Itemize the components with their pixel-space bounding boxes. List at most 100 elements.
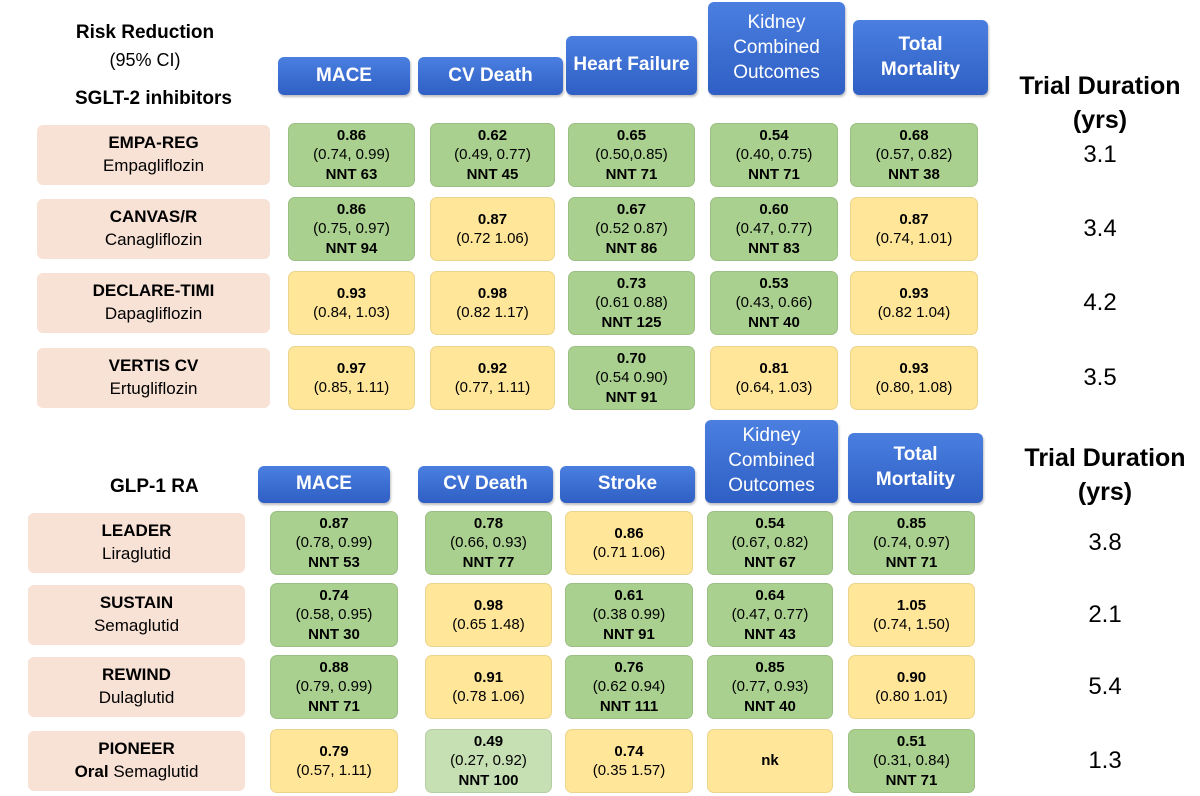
confidence-interval: (0.74, 1.50) — [873, 616, 950, 633]
column-header: MACE — [278, 57, 410, 95]
hazard-ratio: 0.88 — [319, 658, 349, 676]
confidence-interval: (0.31, 0.84) — [873, 752, 950, 770]
trial-duration: 3.8 — [1088, 529, 1122, 556]
confidence-interval: (0.74, 0.97) — [873, 534, 950, 552]
confidence-interval: (0.47, 0.77) — [731, 606, 809, 624]
hazard-ratio: 0.64 — [755, 586, 785, 604]
hazard-ratio: nk — [761, 752, 779, 770]
trial-duration: 4.2 — [1083, 289, 1117, 316]
result-cell: 0.65 (0.50,0.85) NNT 71 — [568, 123, 695, 187]
result-cell: 0.90 (0.80 1.01) — [848, 655, 975, 719]
hazard-ratio: 0.61 — [614, 586, 644, 604]
hazard-ratio: 0.87 — [477, 210, 508, 228]
hazard-ratio: 0.54 — [755, 514, 785, 532]
hazard-ratio: 0.74 — [319, 586, 349, 604]
hazard-ratio: 0.93 — [899, 284, 929, 302]
hazard-ratio: 0.86 — [614, 524, 644, 542]
confidence-interval: (0.65 1.48) — [452, 616, 525, 633]
result-cell: 0.73 (0.61 0.88) NNT 125 — [568, 271, 695, 335]
hazard-ratio: 0.51 — [896, 732, 927, 750]
drug: Ertugliflozin — [109, 379, 198, 398]
drug: Semaglutid — [113, 762, 199, 781]
hazard-ratio: 0.79 — [319, 742, 349, 760]
trial-duration: 1.3 — [1088, 747, 1122, 774]
drug-name: Dapagliflozin — [105, 303, 202, 326]
confidence-interval: (0.49, 0.77) — [454, 146, 531, 164]
result-cell: 0.93 (0.84, 1.03) — [288, 271, 415, 335]
trial-duration: 5.4 — [1088, 673, 1122, 700]
confidence-interval: (0.66, 0.93) — [450, 534, 527, 552]
column-header: Heart Failure — [566, 36, 697, 95]
column-header: Kidney Combined Outcomes — [705, 420, 838, 503]
nnt: NNT 45 — [466, 165, 519, 183]
hazard-ratio: 0.93 — [336, 284, 367, 302]
confidence-interval: (0.61 0.88) — [595, 294, 668, 312]
nnt: NNT 30 — [308, 625, 360, 643]
confidence-interval: (0.40, 0.75) — [735, 146, 813, 164]
hazard-ratio: 0.85 — [896, 514, 927, 532]
result-cell: 0.87 (0.72 1.06) — [430, 197, 555, 261]
nnt: NNT 111 — [599, 697, 659, 715]
result-cell: 0.87 (0.78, 0.99) NNT 53 — [270, 511, 398, 575]
hazard-ratio: 0.98 — [477, 284, 508, 302]
confidence-interval: (0.50,0.85) — [595, 146, 668, 164]
trial-label: SUSTAIN Semaglutid — [28, 585, 245, 645]
trial-duration: 2.1 — [1088, 601, 1122, 628]
drug: Liraglutid — [102, 544, 171, 563]
column-header: CV Death — [418, 466, 553, 503]
trial-duration: 3.4 — [1083, 215, 1117, 242]
nnt: NNT 63 — [325, 165, 378, 183]
confidence-interval: (0.67, 0.82) — [731, 534, 809, 552]
hazard-ratio: 0.93 — [899, 359, 929, 377]
nnt: NNT 53 — [308, 553, 360, 571]
drug: Dulaglutid — [98, 688, 175, 707]
nnt: NNT 94 — [325, 239, 378, 257]
result-cell: 0.93 (0.80, 1.08) — [850, 346, 978, 410]
trial-name: LEADER — [101, 521, 172, 541]
nnt: NNT 100 — [458, 771, 519, 789]
confidence-interval: (0.38 0.99) — [592, 606, 666, 624]
hazard-ratio: 0.85 — [755, 658, 785, 676]
nnt: NNT 71 — [605, 165, 658, 183]
drug-prefix: Oral — [74, 762, 109, 781]
result-cell: 0.85 (0.77, 0.93) NNT 40 — [707, 655, 833, 719]
section-label: SGLT-2 inhibitors — [75, 88, 232, 109]
result-cell: 0.98 (0.65 1.48) — [425, 583, 552, 647]
result-cell: 0.70 (0.54 0.90) NNT 91 — [568, 346, 695, 410]
trial-label: REWIND Dulaglutid — [28, 657, 245, 717]
result-cell: 0.88 (0.79, 0.99) NNT 71 — [270, 655, 398, 719]
nnt: NNT 125 — [601, 313, 662, 331]
hazard-ratio: 0.65 — [616, 126, 647, 144]
result-cell: 0.85 (0.74, 0.97) NNT 71 — [848, 511, 975, 575]
hazard-ratio: 0.90 — [896, 668, 927, 686]
drug-name: Liraglutid — [102, 543, 171, 566]
trial-label: CANVAS/R Canagliflozin — [37, 199, 270, 259]
trial-label: DECLARE-TIMI Dapagliflozin — [37, 273, 270, 333]
confidence-interval: (0.43, 0.66) — [735, 294, 813, 312]
confidence-interval: (0.35 1.57) — [592, 762, 666, 779]
result-cell: 0.64 (0.47, 0.77) NNT 43 — [707, 583, 833, 647]
confidence-interval: (0.64, 1.03) — [735, 379, 813, 396]
confidence-interval: (0.82 1.17) — [456, 304, 529, 321]
hazard-ratio: 0.54 — [759, 126, 789, 144]
confidence-interval: (0.79, 0.99) — [295, 678, 373, 696]
confidence-interval: (0.74, 0.99) — [313, 146, 390, 164]
hazard-ratio: 0.97 — [336, 359, 367, 377]
hazard-ratio: 0.49 — [473, 732, 504, 750]
duration-header: Trial Duration (yrs) — [1024, 444, 1186, 506]
hazard-ratio: 0.74 — [614, 742, 644, 760]
nnt: NNT 71 — [885, 771, 938, 789]
result-cell: 0.49 (0.27, 0.92) NNT 100 — [425, 729, 552, 793]
result-cell: 0.92 (0.77, 1.11) — [430, 346, 555, 410]
confidence-interval: (0.52 0.87) — [595, 220, 668, 238]
column-header: CV Death — [418, 57, 563, 95]
result-cell: 0.78 (0.66, 0.93) NNT 77 — [425, 511, 552, 575]
result-cell: 0.62 (0.49, 0.77) NNT 45 — [430, 123, 555, 187]
nnt: NNT 71 — [748, 165, 800, 183]
hazard-ratio: 0.92 — [477, 359, 508, 377]
result-cell: 0.86 (0.75, 0.97) NNT 94 — [288, 197, 415, 261]
trial-name: PIONEER — [98, 739, 175, 759]
result-cell: 0.53 (0.43, 0.66) NNT 40 — [710, 271, 838, 335]
trial-name: CANVAS/R — [109, 207, 198, 227]
